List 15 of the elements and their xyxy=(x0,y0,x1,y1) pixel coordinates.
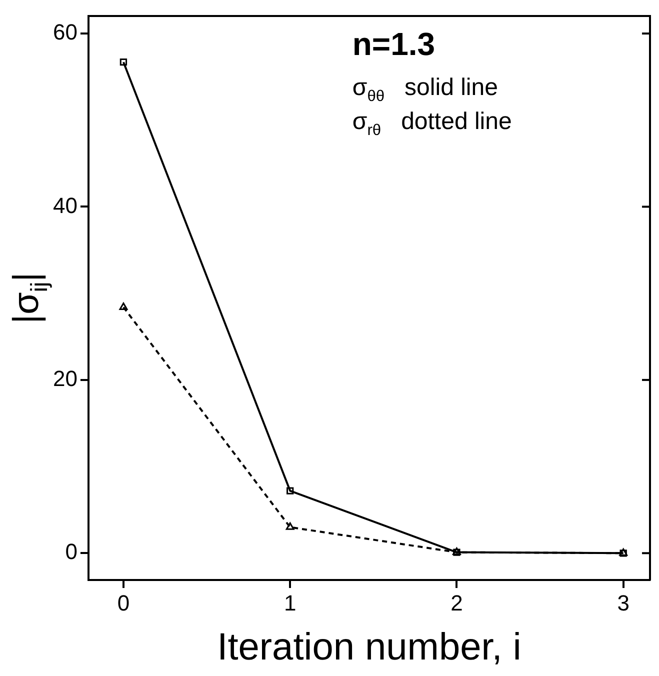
annotation: n=1.3 xyxy=(352,26,436,62)
y-tick-label: 40 xyxy=(52,192,78,218)
x-tick-label: 0 xyxy=(117,590,130,616)
x-tick-label: 2 xyxy=(450,590,463,616)
point xyxy=(120,58,128,66)
x-tick-label: 1 xyxy=(284,590,296,616)
point xyxy=(119,302,128,310)
y-tick-label: 0 xyxy=(65,539,78,564)
y-tick-label: 20 xyxy=(52,366,78,392)
point xyxy=(286,522,294,530)
y-tick-label: 60 xyxy=(52,20,78,45)
x-axis-title: Iteration number, i xyxy=(217,626,522,669)
y-axis-title: |σij| xyxy=(5,272,52,324)
x-tick-label: 3 xyxy=(617,590,630,616)
point xyxy=(286,487,294,494)
